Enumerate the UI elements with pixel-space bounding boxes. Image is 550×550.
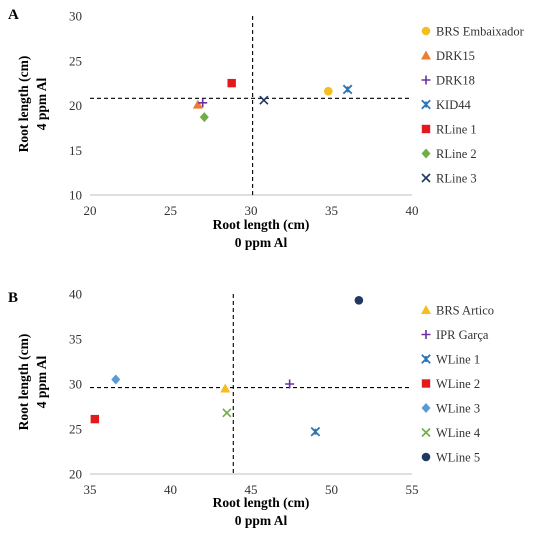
- data-point: [259, 95, 269, 105]
- data-point: [111, 374, 121, 385]
- data-point: [342, 84, 353, 95]
- x-tick-label: 50: [325, 482, 338, 497]
- data-point: [310, 426, 321, 437]
- y-tick-label: 25: [69, 53, 82, 68]
- panel-letter: B: [8, 290, 18, 306]
- legend-label: BRS Artico: [436, 304, 494, 318]
- legend: BRS Embaixador DRK15 DRK18 KID44 RLine 1 RLin…: [421, 25, 525, 186]
- x-tick-label: 25: [164, 203, 177, 218]
- legend-marker: [421, 50, 431, 60]
- y-tick-label: 30: [69, 9, 82, 24]
- legend-item: RLine 1: [421, 123, 477, 137]
- legend-label: WLine 5: [436, 451, 480, 465]
- legend-marker: [421, 124, 431, 134]
- x-tick-label: 40: [164, 482, 177, 497]
- x-tick-label: 55: [406, 482, 419, 497]
- x-tick-label: 40: [406, 203, 419, 218]
- x-tick-label: 45: [245, 482, 258, 497]
- legend-label: KID44: [436, 98, 471, 112]
- legend: BRS Artico IPR Garça WLine 1 WLine 2 WLine 3…: [421, 304, 494, 465]
- legend-marker: [421, 26, 431, 36]
- panel-letter: A: [8, 7, 19, 23]
- legend-item: KID44: [421, 98, 471, 112]
- data-point: [323, 86, 333, 96]
- legend-item: WLine 5: [421, 451, 480, 465]
- legend-label: BRS Embaixador: [436, 25, 525, 39]
- legend-marker: [421, 403, 431, 413]
- y-tick-label: 25: [69, 422, 82, 437]
- legend-label: WLine 4: [436, 426, 481, 440]
- x-tick-label: 35: [325, 203, 338, 218]
- legend-marker: [421, 452, 431, 462]
- legend-item: RLine 2: [421, 147, 477, 161]
- x-tick-label: 35: [84, 482, 97, 497]
- x-axis-title: Root length (cm) 0 ppm Al: [213, 495, 310, 528]
- x-axis-title: Root length (cm) 0 ppm Al: [213, 217, 310, 250]
- scatter-chart-b: B 35 40 45 50 55 20 25 30 35 40 Root length (cm) 0 p…: [8, 287, 494, 529]
- legend-item: BRS Artico: [421, 304, 494, 318]
- legend-label: RLine 3: [436, 172, 477, 186]
- data-point: [198, 98, 208, 108]
- legend-item: WLine 1: [421, 353, 480, 367]
- legend-item: DRK18: [421, 74, 475, 88]
- legend-marker: [421, 173, 431, 183]
- legend-item: BRS Embaixador: [421, 25, 525, 39]
- legend-label: IPR Garça: [436, 328, 489, 342]
- y-tick-label: 10: [69, 188, 82, 203]
- legend-item: IPR Garça: [421, 328, 489, 342]
- x-tick-label: 20: [84, 203, 97, 218]
- legend-marker: [421, 99, 431, 110]
- data-point: [227, 78, 236, 88]
- y-tick-label: 15: [69, 143, 82, 158]
- legend-label: WLine 3: [436, 402, 480, 416]
- data-point: [354, 296, 364, 305]
- legend-label: RLine 2: [436, 147, 477, 161]
- legend-label: WLine 2: [436, 377, 480, 391]
- legend-marker: [421, 354, 431, 364]
- data-point: [192, 99, 203, 109]
- data-point: [90, 414, 100, 424]
- legend-item: WLine 4: [421, 426, 481, 440]
- legend-item: WLine 3: [421, 402, 480, 416]
- legend-label: DRK18: [436, 74, 475, 88]
- y-tick-label: 30: [69, 377, 82, 392]
- y-tick-label: 35: [69, 332, 82, 347]
- legend-item: RLine 3: [421, 172, 477, 186]
- legend-label: RLine 1: [436, 123, 477, 137]
- legend-marker: [421, 75, 431, 85]
- data-point: [222, 408, 232, 418]
- x-tick-label: 30: [245, 203, 258, 218]
- legend-marker: [421, 427, 431, 438]
- legend-marker: [421, 148, 431, 159]
- legend-label: DRK15: [436, 49, 475, 63]
- legend-item: WLine 2: [421, 377, 480, 391]
- data-point: [220, 383, 231, 393]
- y-axis-title: Root length (cm) 4 ppm Al: [16, 334, 49, 431]
- y-tick-label: 40: [69, 287, 82, 302]
- legend-marker: [421, 379, 431, 388]
- legend-marker: [421, 305, 431, 314]
- legend-marker: [421, 330, 431, 339]
- data-point: [199, 112, 209, 123]
- y-tick-label: 20: [69, 467, 82, 482]
- legend-label: WLine 1: [436, 353, 480, 367]
- y-tick-label: 20: [69, 98, 82, 113]
- y-axis-title: Root length (cm) 4 ppm Al: [16, 56, 49, 153]
- legend-item: DRK15: [421, 49, 475, 63]
- data-point: [285, 379, 295, 389]
